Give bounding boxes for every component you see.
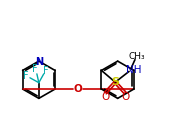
Text: O: O [74, 84, 83, 94]
Text: NH: NH [126, 65, 142, 75]
Text: F: F [43, 66, 48, 76]
Text: O: O [101, 92, 109, 102]
Text: S: S [111, 77, 119, 87]
Text: O: O [121, 92, 129, 102]
Text: F: F [23, 71, 29, 81]
Text: N: N [35, 57, 43, 67]
Text: F: F [32, 64, 38, 74]
Text: CH₃: CH₃ [129, 52, 145, 61]
